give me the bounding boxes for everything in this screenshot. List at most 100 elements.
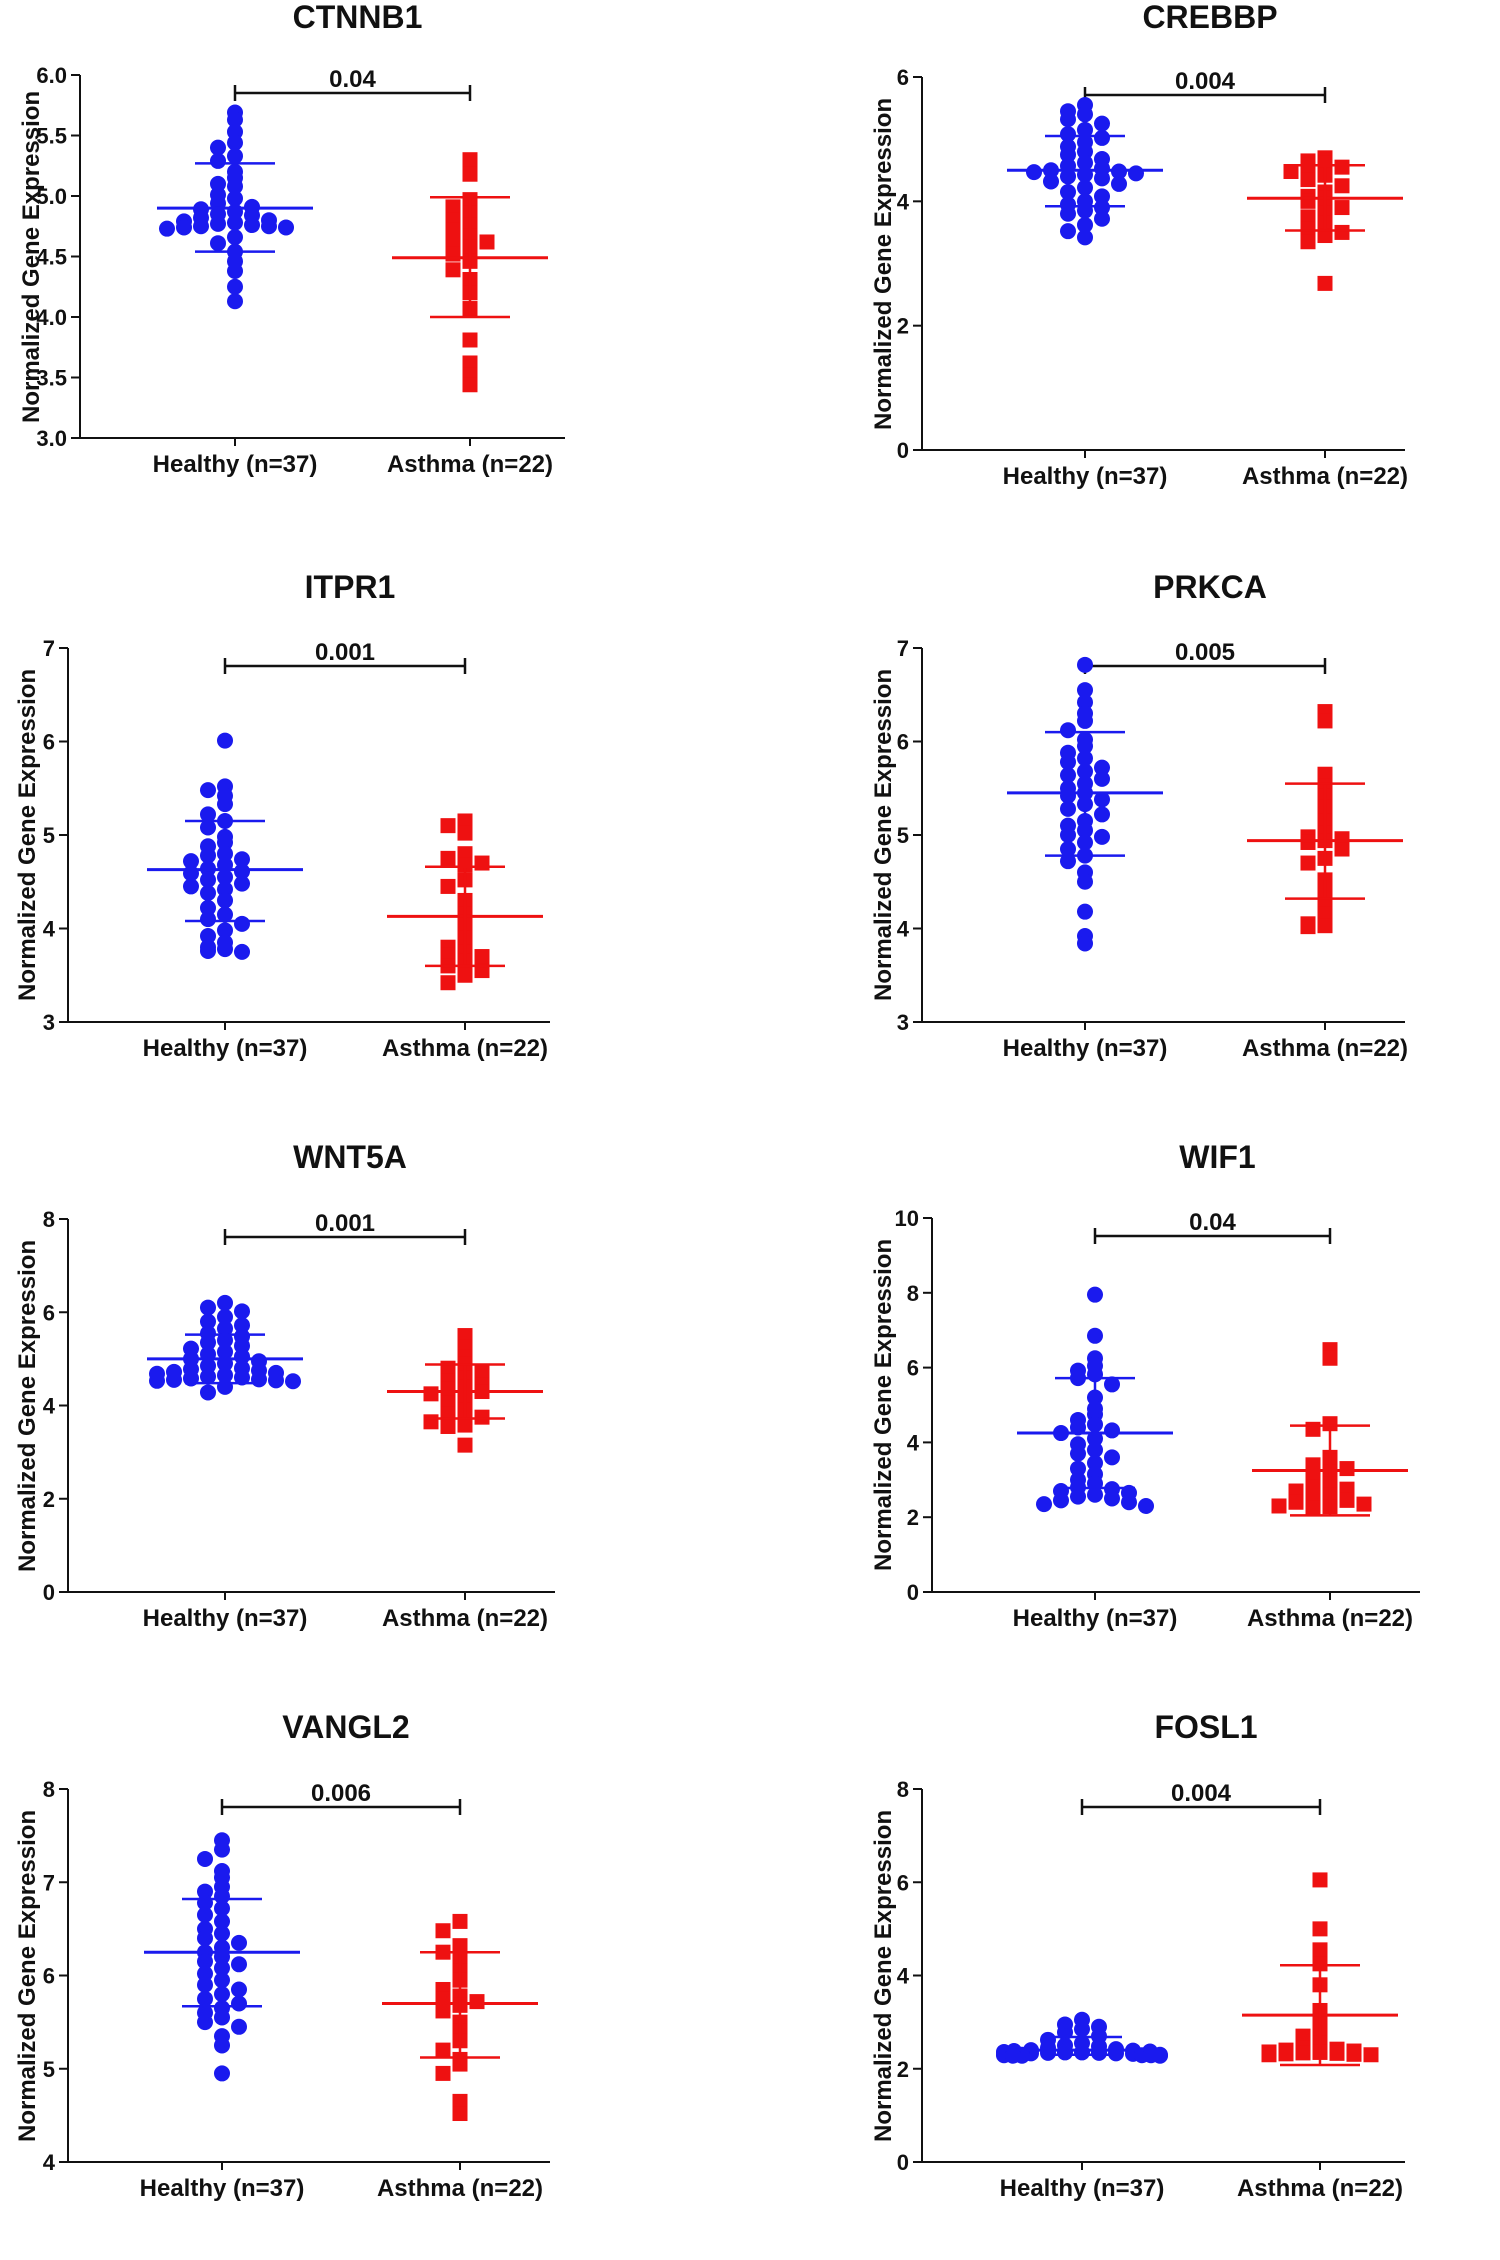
- data-point-asthma: [1312, 1956, 1328, 1972]
- data-point-asthma: [462, 332, 478, 348]
- data-point-healthy: [234, 1369, 250, 1386]
- chart-title: WNT5A: [293, 1139, 407, 1175]
- data-point-asthma: [452, 2106, 468, 2122]
- data-point-healthy: [1121, 1494, 1137, 1511]
- data-point-asthma: [452, 1938, 468, 1954]
- data-point-healthy: [227, 111, 243, 128]
- data-point-asthma: [1317, 766, 1333, 782]
- data-point-healthy: [1077, 216, 1093, 233]
- x-category-label: Asthma (n=22): [382, 1035, 548, 1062]
- data-point-healthy: [217, 1294, 233, 1311]
- data-point-healthy: [1128, 165, 1144, 182]
- data-point-asthma: [474, 1365, 490, 1381]
- data-point-asthma: [452, 2056, 468, 2072]
- y-tick-label: 5.5: [36, 124, 67, 149]
- data-point-asthma: [440, 1381, 456, 1397]
- p-value-label: 0.004: [1175, 68, 1236, 95]
- y-tick-label: 4: [43, 917, 56, 942]
- data-point-healthy: [1104, 1490, 1120, 1507]
- data-point-healthy: [231, 1995, 247, 2012]
- y-axis-label: Normalized Gene Expression: [870, 1238, 897, 1571]
- y-tick-label: 4: [907, 1430, 920, 1455]
- data-point-healthy: [227, 278, 243, 295]
- data-point-asthma: [1339, 1461, 1355, 1477]
- y-tick-label: 3.0: [36, 426, 67, 451]
- data-point-healthy: [200, 819, 216, 836]
- data-point-asthma: [440, 1418, 456, 1434]
- data-point-healthy: [1077, 121, 1093, 138]
- data-point-healthy: [193, 218, 209, 235]
- data-point-asthma: [1288, 1494, 1304, 1510]
- data-point-healthy: [217, 1320, 233, 1337]
- data-point-healthy: [1060, 800, 1076, 817]
- data-point-healthy: [1060, 853, 1076, 870]
- y-axis-label: Normalized Gene Expression: [14, 1239, 41, 1572]
- chart-panel-fosl1: FOSL1 0 2 4 6 8 Healthy (n=37) Asthma (n=22) 0.0…: [860, 1709, 1500, 2260]
- data-point-healthy: [200, 871, 216, 888]
- x-category-label: Healthy (n=37): [153, 451, 318, 478]
- data-point-healthy: [197, 1906, 213, 1923]
- series-healthy: [1007, 96, 1163, 246]
- y-axis-label: Normalized Gene Expression: [870, 97, 897, 430]
- data-point-healthy: [1108, 2045, 1124, 2062]
- y-tick-label: 3.5: [36, 366, 67, 391]
- data-point-healthy: [1094, 129, 1110, 146]
- chart-panel-crebbp: CREBBP 0 2 4 6 Healthy (n=37) Asthma (n=22) 0.0…: [860, 0, 1500, 550]
- y-tick-label: 3: [897, 1010, 909, 1035]
- data-point-healthy: [268, 1372, 284, 1389]
- y-tick-label: 5.0: [36, 184, 67, 209]
- data-point-asthma: [1363, 2047, 1379, 2063]
- x-category-label: Asthma (n=22): [387, 451, 553, 478]
- y-tick-label: 6: [907, 1356, 919, 1381]
- data-point-asthma: [445, 262, 461, 278]
- data-point-healthy: [210, 139, 226, 156]
- data-point-healthy: [200, 884, 216, 901]
- chart-title: CREBBP: [1142, 0, 1277, 35]
- data-point-asthma: [462, 355, 478, 371]
- data-point-healthy: [1077, 106, 1093, 123]
- series-healthy: [147, 732, 303, 960]
- y-tick-label: 0: [897, 438, 909, 463]
- data-point-asthma: [474, 1409, 490, 1425]
- data-point-healthy: [234, 875, 250, 892]
- data-point-healthy: [1060, 767, 1076, 784]
- y-tick-label: 2: [43, 1487, 55, 1512]
- y-tick-label: 0: [907, 1580, 919, 1605]
- data-point-healthy: [227, 293, 243, 310]
- data-point-asthma: [1334, 200, 1350, 216]
- data-point-healthy: [200, 942, 216, 959]
- x-category-label: Healthy (n=37): [140, 2175, 305, 2202]
- y-tick-label: 7: [43, 636, 55, 661]
- figure-grid: CTNNB1 3.0 3.5 4.0 4.5 5.0 5.5 6.0 Healthy (n=37…: [14, 0, 1500, 2202]
- series-asthma: [1247, 150, 1403, 291]
- p-value-label: 0.006: [311, 1780, 371, 1807]
- y-tick-label: 4: [897, 1964, 910, 1989]
- data-point-healthy: [1060, 841, 1076, 858]
- data-point-healthy: [1077, 935, 1093, 952]
- data-point-healthy: [1094, 170, 1110, 187]
- data-point-asthma: [1317, 275, 1333, 291]
- data-point-asthma: [435, 2042, 451, 2058]
- y-tick-label: 5: [43, 823, 55, 848]
- chart-svg: WIF1 0 2 4 6 8 10 Healthy (n=37) Asthma (n=22) 0.…: [895, 1139, 1420, 1632]
- data-point-healthy: [214, 2009, 230, 2026]
- data-point-healthy: [234, 851, 250, 868]
- data-point-healthy: [1057, 2044, 1073, 2061]
- data-point-healthy: [217, 941, 233, 958]
- data-point-asthma: [452, 2093, 468, 2109]
- x-category-label: Asthma (n=22): [1247, 1605, 1413, 1632]
- p-value-label: 0.04: [329, 66, 376, 93]
- series-healthy: [144, 1832, 300, 2082]
- x-category-label: Healthy (n=37): [1000, 2175, 1165, 2202]
- data-point-healthy: [1077, 694, 1093, 711]
- data-point-asthma: [440, 878, 456, 894]
- x-category-label: Healthy (n=37): [1003, 463, 1168, 490]
- series-asthma: [382, 1913, 538, 2122]
- data-point-healthy: [1070, 1445, 1086, 1462]
- data-point-healthy: [1070, 1488, 1086, 1505]
- data-point-healthy: [1111, 175, 1127, 192]
- data-point-asthma: [440, 818, 456, 834]
- data-point-healthy: [244, 217, 260, 234]
- data-point-asthma: [457, 967, 473, 983]
- x-category-label: Healthy (n=37): [143, 1605, 308, 1632]
